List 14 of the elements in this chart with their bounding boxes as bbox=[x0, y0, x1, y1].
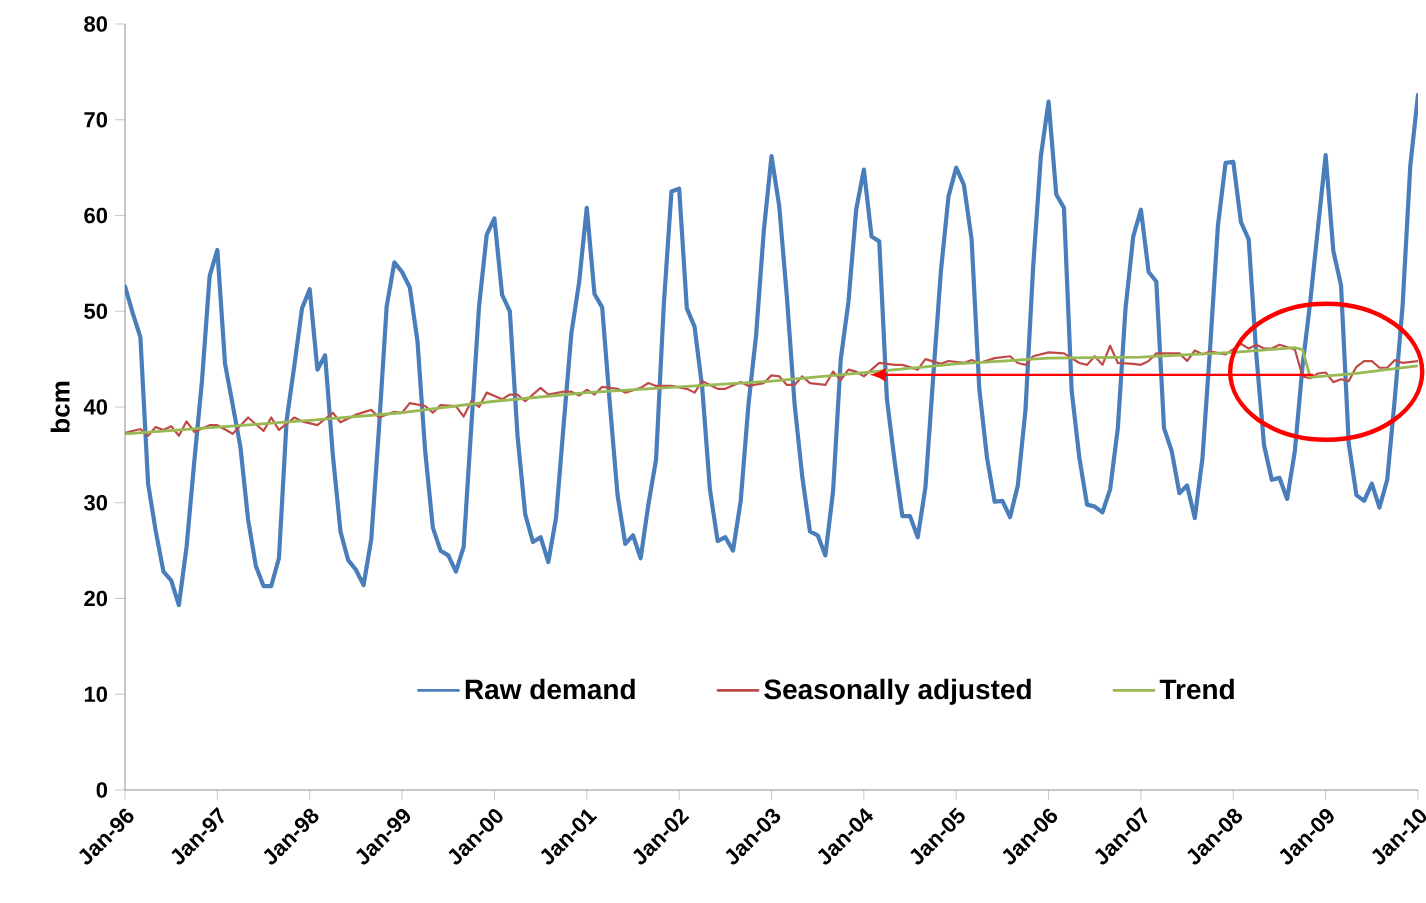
y-tick-label: 20 bbox=[84, 590, 108, 607]
y-tick-label: 40 bbox=[83, 399, 108, 415]
y-tick-label: 70 bbox=[84, 111, 108, 128]
y-tick-label: 60 bbox=[84, 207, 108, 224]
legend-label: Trend bbox=[1159, 678, 1234, 700]
legend-label: Seasonally adjusted bbox=[764, 678, 1031, 705]
y-tick-label: 10 bbox=[84, 686, 108, 703]
line-series bbox=[125, 92, 1418, 608]
y-tick-label: 0 bbox=[96, 782, 108, 798]
legend-label: Raw demand bbox=[465, 678, 635, 700]
y-tick-label: 50 bbox=[84, 303, 108, 320]
y-tick-label: 30 bbox=[84, 494, 108, 511]
y-axis-title: bcm bbox=[50, 381, 70, 432]
y-tick-label: 80 bbox=[84, 16, 108, 32]
